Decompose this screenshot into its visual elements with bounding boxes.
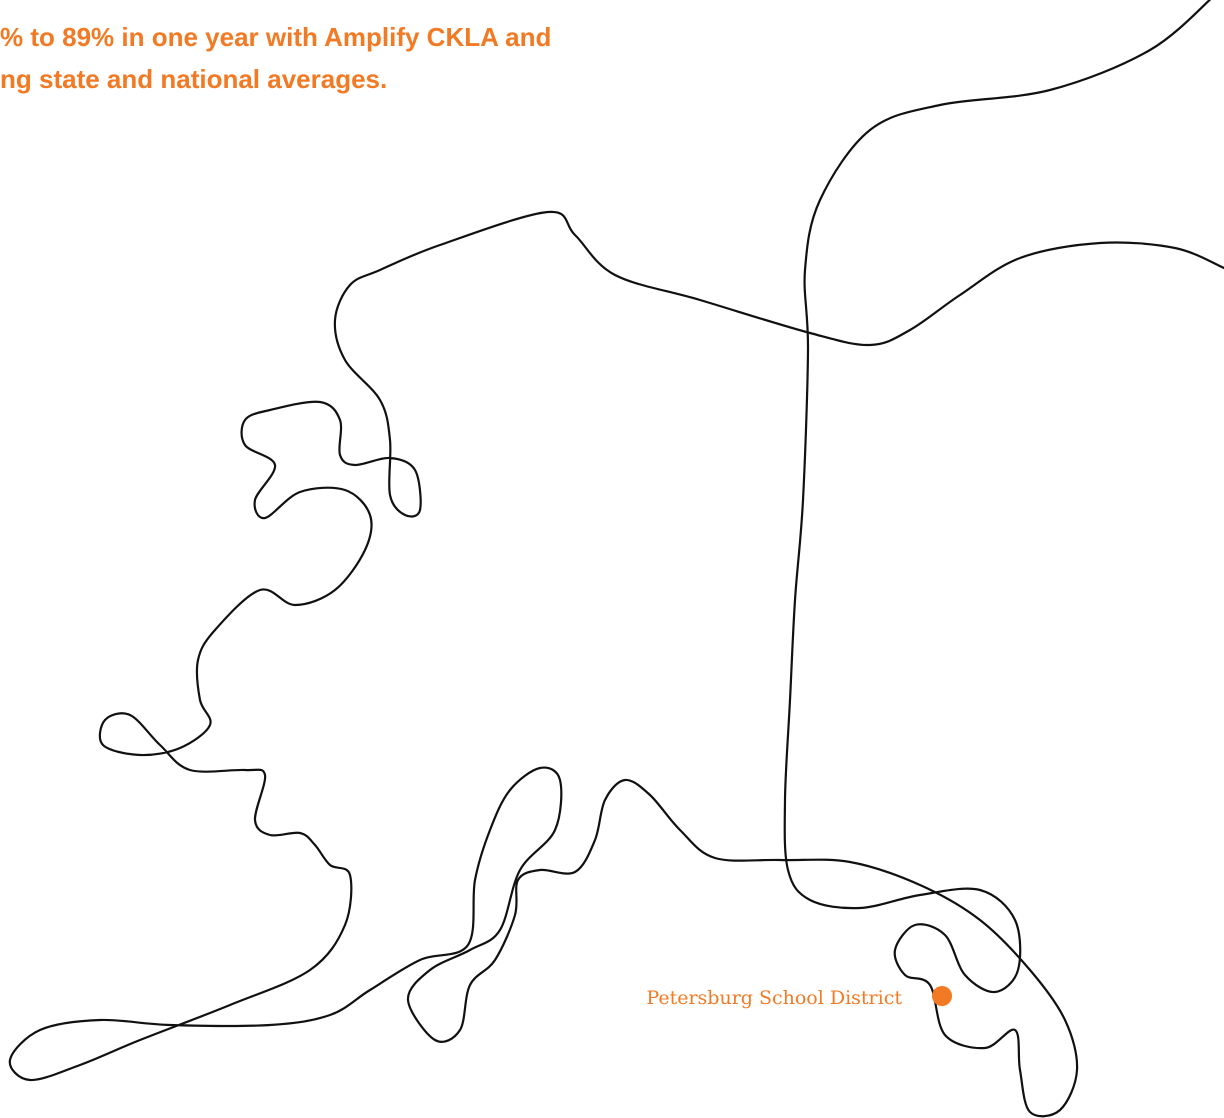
marker-label: Petersburg School District [646,987,902,1009]
marker-dot [932,986,952,1006]
headline: % to 89% in one year with Amplify CKLA a… [0,16,551,100]
alaska-outline [8,0,1224,1118]
headline-line: ng state and national averages. [0,64,388,94]
headline-line: % to 89% in one year with Amplify CKLA a… [0,22,552,52]
